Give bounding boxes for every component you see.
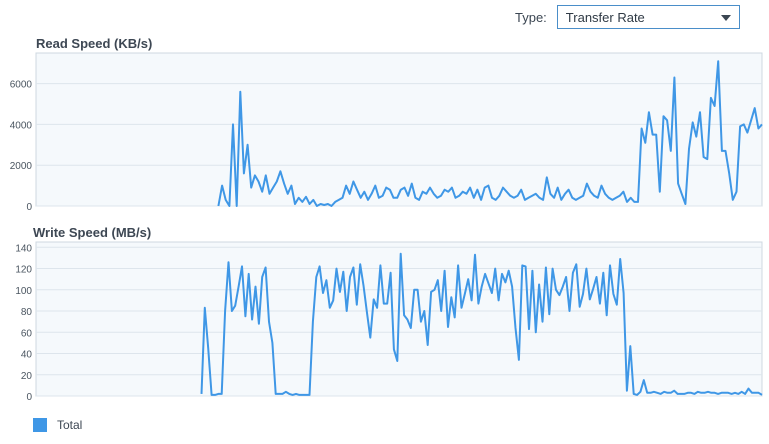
legend-label-total[interactable]: Total [57,418,83,432]
write-y-tick-label: 20 [21,371,33,382]
write-y-tick-label: 60 [21,328,33,339]
legend-swatch[interactable] [33,418,47,432]
write-speed-title: Write Speed (MB/s) [33,225,152,240]
read-series-line-0 [217,60,763,207]
legend[interactable]: Total [33,418,82,432]
type-label: Type: [515,9,547,25]
write-y-tick-label: 120 [15,265,32,276]
write-y-tick-label: 140 [15,243,32,254]
write-y-tick-label: 80 [21,307,33,318]
read-y-tick-label: 6000 [10,80,33,91]
read-y-tick-label: 2000 [10,161,33,172]
read-speed-title: Read Speed (KB/s) [36,36,153,51]
write-y-tick-label: 40 [21,350,33,361]
write-y-tick-label: 0 [26,392,32,403]
chevron-down-icon[interactable] [720,15,731,21]
type-selector-row: Type: Transfer Rate [515,4,740,30]
write-y-tick-label: 100 [15,286,32,297]
read-y-tick-label: 0 [26,202,32,213]
type-dropdown[interactable]: Transfer Rate [556,5,740,29]
type-dropdown-value: Transfer Rate [565,9,645,25]
read-plot-area [35,52,763,207]
write-series-line-0 [200,252,763,396]
read-y-tick-label: 4000 [10,120,33,131]
